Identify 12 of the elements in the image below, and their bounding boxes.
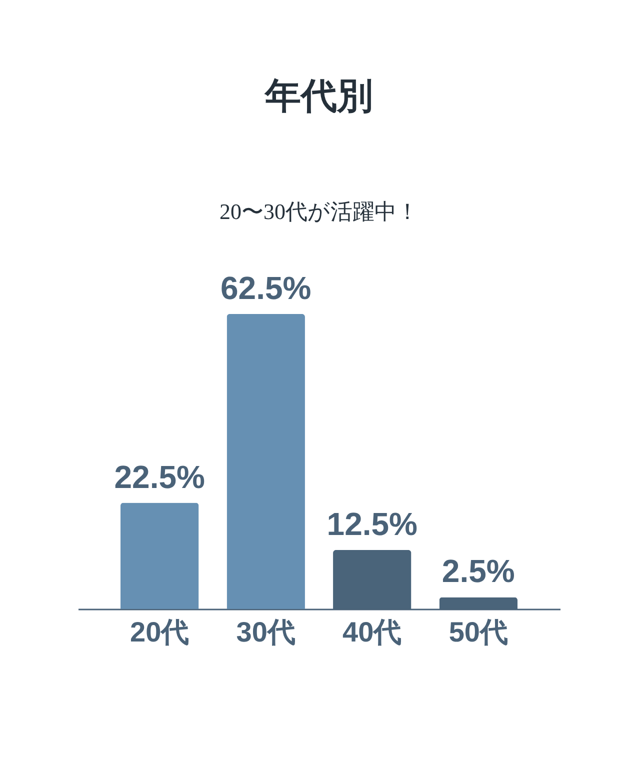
x-tick-label: 20代 (130, 616, 190, 648)
x-tick-label: 40代 (342, 616, 402, 648)
data-label: 62.5% (220, 270, 312, 306)
bar (120, 502, 199, 609)
x-tick-label: 50代 (448, 616, 508, 648)
chart-subtitle: 20〜30代が活躍中！ (220, 199, 418, 224)
data-label: 22.5% (114, 458, 205, 495)
chart-title: 年代別 (264, 76, 373, 116)
x-tick-label: 30代 (236, 616, 296, 648)
data-label: 2.5% (442, 553, 515, 590)
bar (226, 314, 305, 609)
data-label: 12.5% (326, 506, 418, 542)
